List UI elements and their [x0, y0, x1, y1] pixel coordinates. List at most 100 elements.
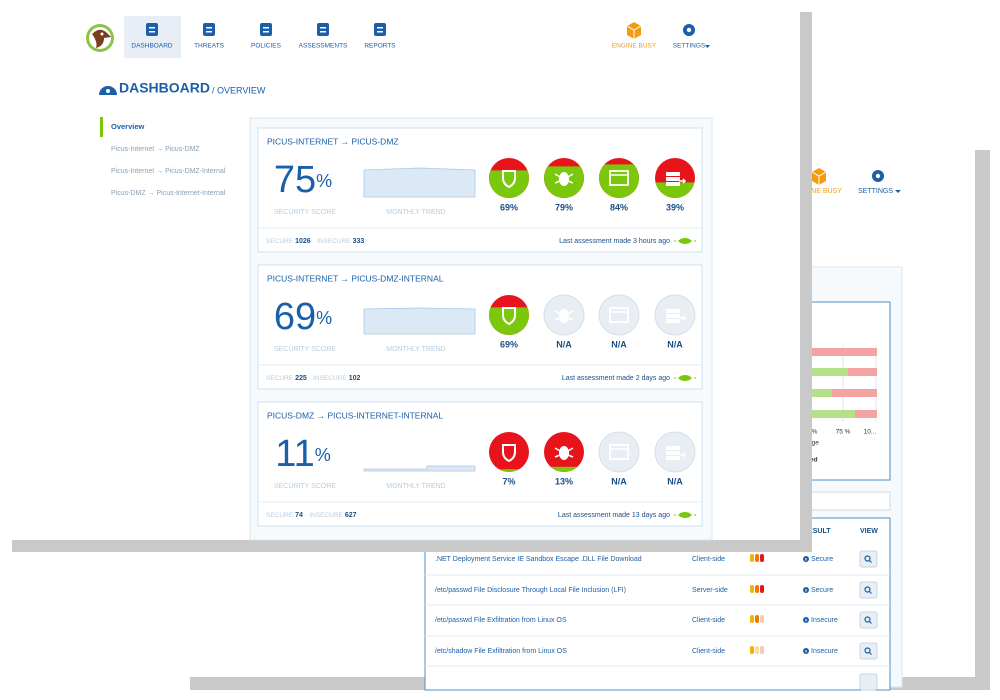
insecure-label: INSECURE	[317, 238, 351, 245]
view-button[interactable]	[859, 611, 878, 629]
toggle[interactable]	[679, 375, 691, 381]
bug-legs	[554, 447, 574, 458]
bug-glyph	[559, 172, 569, 186]
nav-icon[interactable]	[260, 23, 272, 36]
axis-tick: 75 %	[836, 429, 851, 436]
magnifier-handle	[869, 652, 872, 655]
attack-name[interactable]: /etc/passwd File Disclosure Through Loca…	[435, 587, 626, 594]
nav-icon[interactable]	[146, 23, 158, 36]
card: PICUS-INTERNET → PICUS-DMZ 75% SECURITY SC…	[257, 127, 703, 253]
trend-label: MONTHLY TREND	[386, 209, 446, 216]
sidebar-item[interactable]: Picus-Internet → Picus-DMZ	[111, 146, 200, 153]
nav-icon-detail	[320, 27, 326, 29]
window-shadow	[975, 150, 990, 690]
magnifier-handle	[869, 560, 872, 563]
nav-label[interactable]: ASSESSMENTS	[299, 43, 348, 50]
bar-red	[795, 348, 877, 356]
attack-name[interactable]: /etc/shadow File Exfiltration from Linux…	[435, 648, 567, 655]
nav-label[interactable]: THREATS	[194, 43, 225, 50]
nav-icon-detail	[149, 31, 155, 33]
shield-glyph	[502, 307, 516, 326]
bar-green	[795, 410, 855, 418]
secure-count: 1026	[295, 238, 311, 245]
insecure-count: 102	[349, 375, 361, 382]
nav-icon-detail	[263, 27, 269, 29]
bar-green	[795, 368, 848, 376]
sidebar-item[interactable]: Picus-DMZ → Picus-Internet-Internal	[111, 190, 226, 197]
metric-label: 79%	[555, 202, 573, 212]
score: 11%	[275, 433, 330, 475]
magnifier-handle	[869, 621, 872, 624]
secure-label: SECURE	[266, 238, 294, 245]
status: ENGINE BUSY	[794, 188, 842, 195]
server-glyph	[666, 319, 680, 323]
result: Insecure	[811, 617, 838, 624]
info-icon-bar	[805, 589, 807, 592]
breadcrumb: / OVERVIEW	[212, 85, 266, 95]
metric-label: N/A	[667, 339, 683, 349]
nav-label[interactable]: POLICIES	[251, 43, 282, 50]
metric-label: 69%	[500, 202, 518, 212]
separator: ·	[309, 375, 311, 382]
server-glyph	[666, 182, 680, 186]
settings[interactable]: SETTINGS	[673, 43, 706, 50]
insecure-label: INSECURE	[313, 375, 347, 382]
metric-insecure	[489, 432, 529, 472]
bug-glyph	[559, 309, 569, 323]
attack-name[interactable]: /etc/passwd File Exfiltration from Linux…	[435, 617, 567, 624]
view-button[interactable]	[859, 673, 878, 691]
attack-name[interactable]: .NET Deployment Service IE Sandbox Escap…	[435, 556, 642, 563]
trend-area	[363, 307, 476, 335]
bar-red	[855, 410, 877, 418]
score: 69%	[274, 296, 332, 338]
severity-dot	[760, 554, 764, 562]
nav-active	[124, 16, 181, 58]
nav-icon-detail	[206, 27, 212, 29]
server-glyph	[666, 172, 680, 176]
nav-icon[interactable]	[374, 23, 386, 36]
settings-icon[interactable]	[683, 24, 695, 36]
sidebar-item[interactable]: Overview	[111, 122, 145, 131]
metric-secure	[544, 466, 584, 472]
metric-secure	[599, 164, 639, 198]
metric-label: 69%	[500, 339, 518, 349]
metric-secure	[655, 182, 695, 198]
card-title[interactable]: PICUS-INTERNET → PICUS-DMZ	[267, 136, 399, 146]
attack-type: Client-side	[692, 617, 725, 624]
toggle[interactable]	[679, 512, 691, 518]
view-button[interactable]	[859, 642, 878, 660]
metric-empty	[598, 294, 640, 336]
sidebar-item[interactable]: Picus-Internet → Picus-DMZ-Internal	[111, 168, 226, 175]
settings[interactable]: SETTINGS	[858, 188, 893, 195]
nav-label[interactable]: DASHBOARD	[131, 43, 172, 50]
arrow-glyph	[679, 315, 687, 321]
server-glyph	[666, 309, 680, 313]
severity-dot	[755, 554, 759, 562]
magnifier	[864, 647, 871, 654]
metric-label: N/A	[556, 339, 572, 349]
nav-icon[interactable]	[203, 23, 215, 36]
view-button[interactable]	[859, 581, 878, 599]
last-assessment: Last assessment made 2 days ago	[562, 375, 670, 382]
nav-icon-detail	[320, 31, 326, 33]
shield-glyph	[502, 444, 516, 463]
counts: SECURE 74 · INSECURE 627	[266, 512, 357, 519]
counts: SECURE 225 · INSECURE 102	[266, 375, 361, 382]
toggle[interactable]	[679, 238, 691, 244]
server-glyph	[666, 451, 680, 455]
front-window: DASHBOARD / OVERVIEW ENGINE BUSY SETTING…	[12, 12, 812, 552]
nav-icon[interactable]	[317, 23, 329, 36]
secure-label: SECURE	[266, 375, 294, 382]
view-button[interactable]	[859, 550, 878, 568]
severity-dot	[760, 615, 764, 623]
card-title[interactable]: PICUS-INTERNET → PICUS-DMZ-INTERNAL	[267, 273, 444, 283]
secure-count: 74	[295, 512, 303, 519]
separator: ·	[305, 512, 307, 519]
arrow-glyph	[679, 178, 687, 184]
card-title[interactable]: PICUS-DMZ → PICUS-INTERNET-INTERNAL	[267, 410, 443, 420]
nav-icon-detail	[263, 31, 269, 33]
settings-icon[interactable]	[872, 170, 884, 182]
score-unit: %	[316, 171, 332, 191]
nav-label[interactable]: REPORTS	[364, 43, 396, 50]
